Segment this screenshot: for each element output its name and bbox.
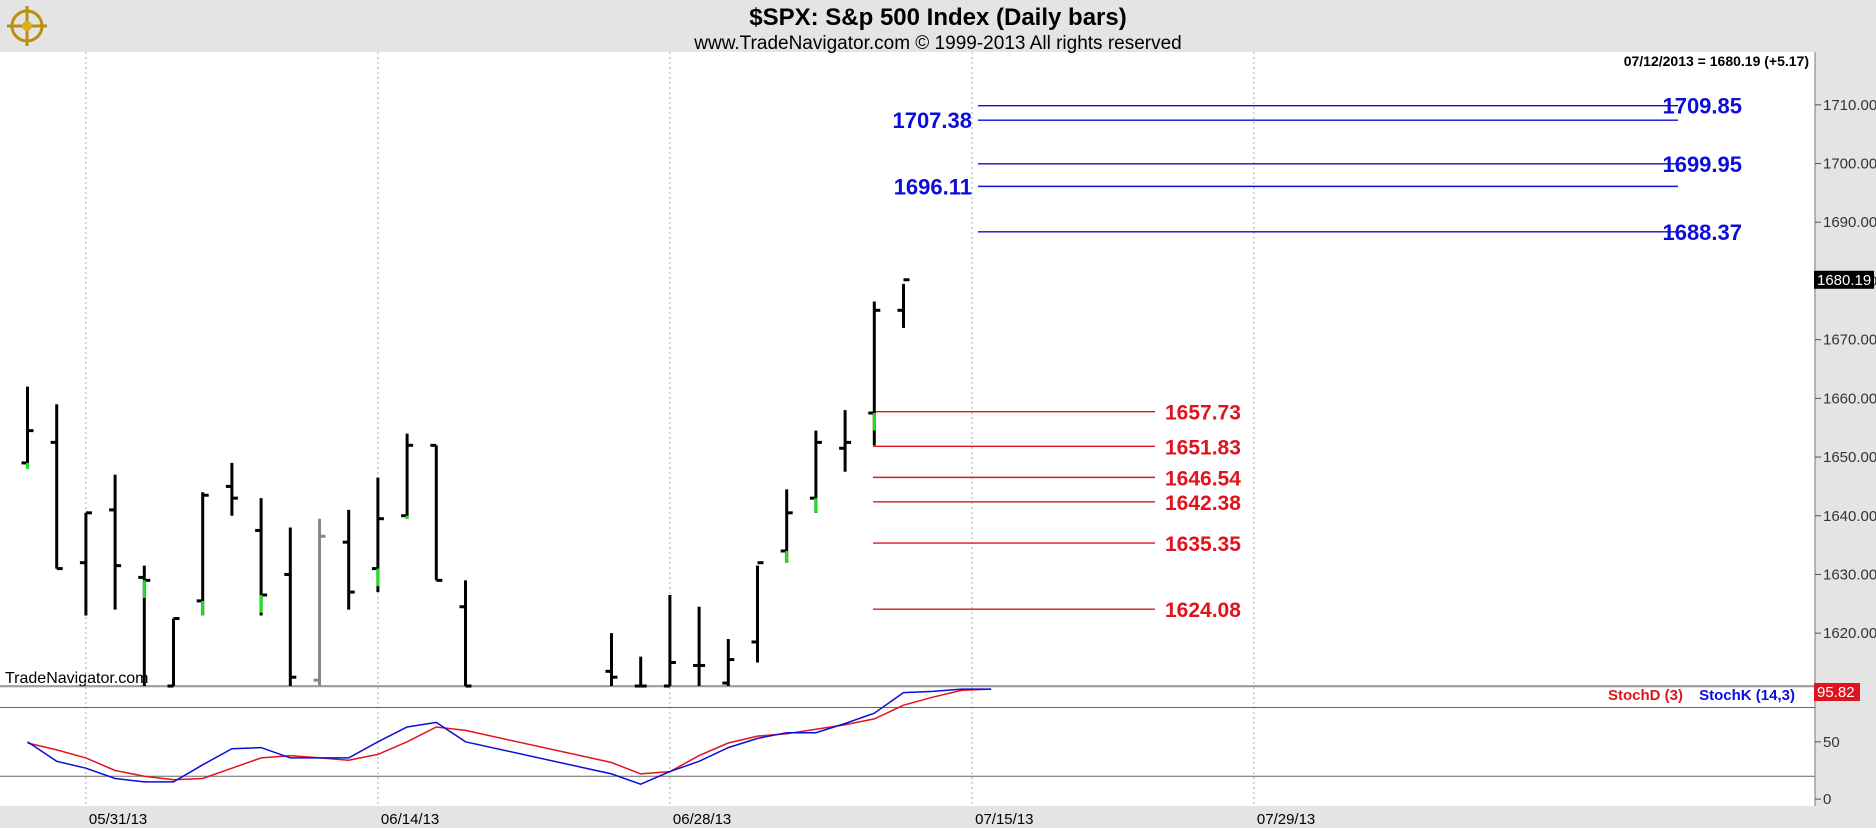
y-tick-label: 1710.00 [1823,97,1876,114]
red-level-label: 1642.38 [1165,492,1241,515]
price-axis: 1620.00 1630.00 1640.00 1650.00 1660.00 1670.… [1815,97,1876,642]
stoch-tick-label: 50 [1823,734,1840,751]
stoch-last-label: 95.82 [1817,684,1855,701]
ohlc-bar [225,462,238,516]
stoch-lines: 0 50 [0,688,1840,808]
stoch-series-line [27,688,992,786]
logo-icon [7,6,47,46]
ohlc-bar [342,509,355,610]
stoch-series-line [27,688,992,781]
red-level-label: 1624.08 [1165,599,1241,622]
chart-title: $SPX: S&p 500 Index (Daily bars) [749,4,1126,31]
ohlc-bar [605,633,618,686]
blue-level-label: 1699.95 [1662,152,1742,177]
y-tick-label: 1690.00 [1823,214,1876,231]
ohlc-bar [401,433,414,519]
last-price-label: 1680.19 [1817,272,1871,289]
ohlc-bar [809,430,822,513]
ohlc-bar [138,565,151,686]
red-level-label: 1651.83 [1165,436,1241,459]
red-level-label: 1635.35 [1165,533,1241,556]
y-tick-label: 1620.00 [1823,625,1876,642]
blue-level-label: 1709.85 [1662,94,1742,119]
ohlc-bar [868,301,881,446]
y-tick-label: 1660.00 [1823,390,1876,407]
ohlc-bar [722,639,735,686]
price-bars [21,278,910,688]
ohlc-bar [430,443,443,582]
stoch-d-legend: StochD (3) [1608,687,1683,704]
x-tick-label: 07/15/13 [975,811,1033,828]
y-tick-label: 1630.00 [1823,566,1876,583]
ohlc-bar [780,489,793,563]
level-lines: 1709.85 1707.38 1699.95 1696.11 1688.37 1657.… [873,94,1742,622]
red-level-label: 1657.73 [1165,402,1241,425]
y-tick-label: 1640.00 [1823,508,1876,525]
y-tick-label: 1700.00 [1823,156,1876,173]
y-tick-label: 1650.00 [1823,449,1876,466]
x-tick-label: 06/14/13 [381,811,439,828]
stoch-tick-label: 0 [1823,791,1831,808]
red-level-label: 1646.54 [1165,467,1241,490]
ohlc-bar [839,410,852,472]
ohlc-bar [21,386,34,469]
ohlc-bar [751,561,764,663]
grid-layer [85,52,1255,806]
chart-subtitle: www.TradeNavigator.com © 1999-2013 All r… [693,33,1181,54]
ohlc-bar [255,498,268,616]
ohlc-bar [897,278,910,328]
x-tick-label: 06/28/13 [673,811,731,828]
ohlc-bar [50,404,63,571]
date-axis: 05/31/13 06/14/13 06/28/13 07/15/13 07/29/13 [89,811,1315,828]
ohlc-bar [284,527,297,686]
price-info-line: 07/12/2013 = 1680.19 (+5.17) [1624,53,1809,69]
ohlc-bar [371,477,384,593]
ohlc-bar [313,518,326,686]
ohlc-bar [663,595,676,688]
watermark: TradeNavigator.com [5,670,148,687]
ohlc-bar [79,511,92,616]
blue-level-label: 1696.11 [894,174,972,199]
x-tick-label: 07/29/13 [1257,811,1315,828]
ohlc-bar [634,656,647,688]
ohlc-bar [167,616,180,688]
stoch-panel [0,688,1815,806]
ohlc-bar [459,580,472,688]
last-price-marker: 1680.19 [1814,270,1874,289]
ohlc-bar [196,492,209,616]
y-tick-label: 1670.00 [1823,332,1876,349]
stoch-last-marker: 95.82 [1814,683,1860,701]
x-tick-label: 05/31/13 [89,811,147,828]
blue-level-label: 1707.38 [892,108,972,133]
blue-level-label: 1688.37 [1662,220,1742,245]
ohlc-bar [693,606,706,686]
ohlc-bar [109,474,122,610]
stoch-k-legend: StochK (14,3) [1699,687,1795,704]
price-panel [0,52,1815,686]
